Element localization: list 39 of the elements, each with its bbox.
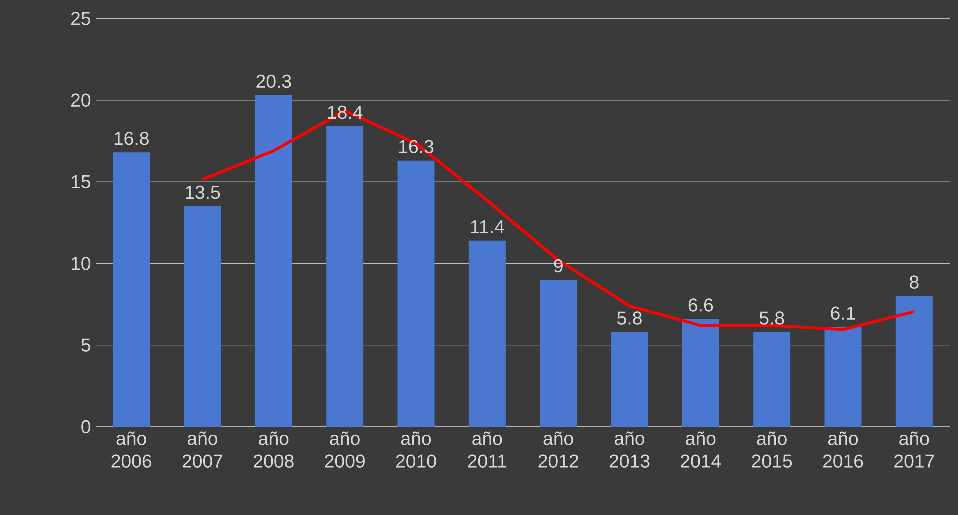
bar: [326, 126, 364, 428]
y-tick-label: 15: [72, 176, 91, 189]
bar: [398, 160, 435, 428]
data-label: 8: [910, 276, 919, 289]
data-label: 16.8: [114, 132, 149, 146]
x-tick-label: año 2012: [538, 432, 578, 468]
x-tick-label: año 2006: [112, 432, 152, 468]
data-label: 20.3: [256, 74, 292, 88]
x-tick-label: año 2007: [182, 432, 223, 468]
bar: [754, 332, 791, 428]
data-label: 5.8: [760, 312, 784, 325]
y-tick-label: 25: [71, 12, 91, 26]
y-tick-label: 0: [82, 420, 91, 434]
bar: [611, 332, 648, 428]
y-tick-label: 10: [72, 257, 91, 270]
data-label: 6.6: [688, 298, 714, 312]
x-tick-label: año 2008: [254, 432, 294, 468]
x-tick-label: año 2009: [325, 432, 365, 468]
y-tick-label: 20: [71, 94, 91, 107]
data-label: 5.8: [618, 312, 642, 325]
x-tick-label: año 2015: [752, 432, 792, 468]
bar: [113, 152, 150, 428]
bar: [824, 327, 862, 428]
x-tick-label: año 2016: [823, 432, 864, 468]
data-label: 11.4: [471, 220, 504, 234]
x-tick-label: año 2011: [468, 432, 507, 468]
data-label: 13.5: [186, 186, 220, 200]
bar: [682, 319, 720, 428]
bar: [896, 296, 933, 428]
bar: [468, 240, 506, 428]
data-label: 6.1: [831, 306, 856, 320]
y-tick-label: 5: [82, 338, 91, 352]
x-tick-label: año 2014: [681, 432, 722, 468]
bar: [184, 206, 222, 428]
x-tick-label: año 2017: [894, 432, 934, 468]
x-tick-label: año 2013: [610, 432, 650, 468]
bar: [255, 95, 292, 428]
bar: [540, 280, 578, 428]
x-tick-label: año 2010: [396, 432, 436, 468]
